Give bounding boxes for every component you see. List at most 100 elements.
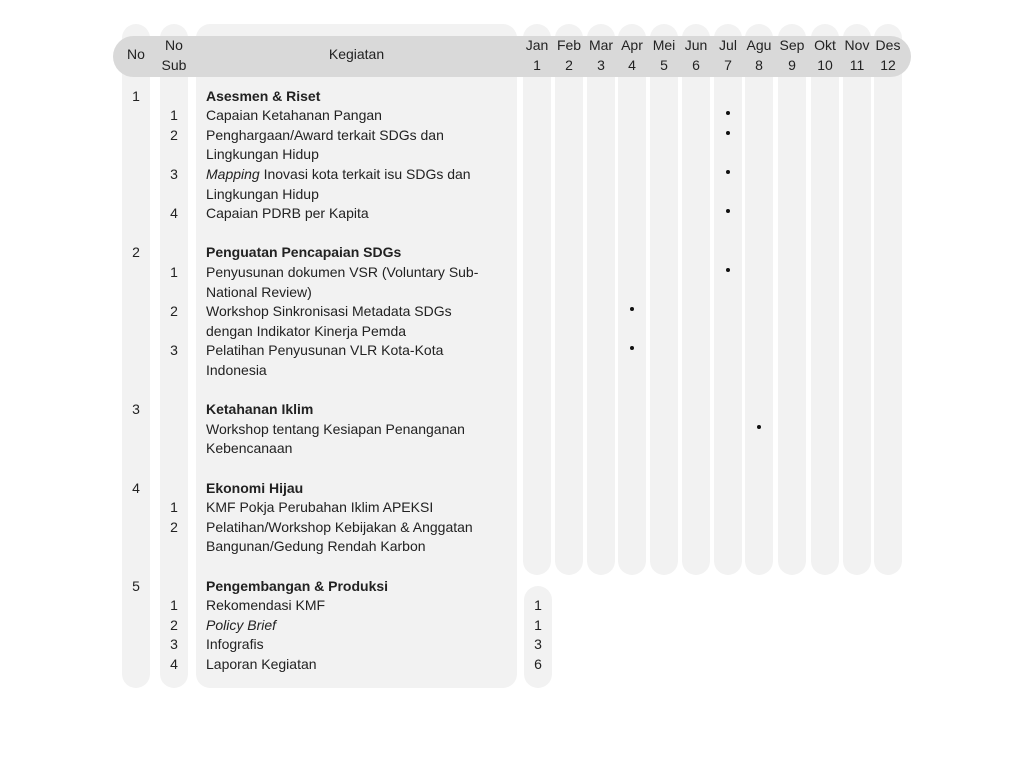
activity-text: Pelatihan/Workshop Kebijakan & Anggatan <box>206 518 473 538</box>
month-number: 6 <box>692 57 700 73</box>
table-row: 1 KMF Pokja Perubahan Iklim APEKSI <box>0 498 1024 518</box>
sub-number: 2 <box>170 616 178 633</box>
table-header <box>113 36 911 77</box>
section-number: 2 <box>132 244 140 261</box>
column-month-12 <box>874 24 902 575</box>
month-number: 12 <box>880 57 896 73</box>
table-row: 3 3 Infografis <box>0 635 1024 655</box>
column-month-8 <box>745 24 773 575</box>
activity-plain-text: Kebencanaan <box>206 440 293 457</box>
month-number: 4 <box>628 57 636 73</box>
activity-plain-text: Pelatihan Penyusunan VLR Kota-Kota <box>206 342 444 359</box>
table-row: 4 Capaian PDRB per Kapita <box>0 204 1024 224</box>
activity-text: Bangunan/Gedung Rendah Karbon <box>206 537 426 557</box>
activity-text: Penyusunan dokumen VSR (Voluntary Sub- <box>206 263 478 283</box>
header-no: No <box>127 46 145 62</box>
sub-number: 1 <box>170 263 178 280</box>
section-number: 3 <box>132 401 140 418</box>
activity-text: Workshop tentang Kesiapan Penanganan <box>206 420 465 440</box>
activity-text: Penghargaan/Award terkait SDGs dan <box>206 126 444 146</box>
table-row: 2 1 Policy Brief <box>0 616 1024 636</box>
activity-text: Capaian Ketahanan Pangan <box>206 106 382 126</box>
activity-plain-text: Inovasi kota terkait isu SDGs dan <box>259 165 471 182</box>
month-name: Mar <box>588 37 614 53</box>
month-name: Okt <box>814 37 836 53</box>
jan-output-count: 1 <box>534 597 542 614</box>
table-row: Kebencanaan <box>0 439 1024 459</box>
table-row: National Review) <box>0 283 1024 303</box>
section-title: Pengembangan & Produksi <box>206 577 389 594</box>
table-row: Lingkungan Hidup <box>0 185 1024 205</box>
month-number: 5 <box>660 57 668 73</box>
table-row: Bangunan/Gedung Rendah Karbon <box>0 537 1024 557</box>
schedule-dot-icon <box>630 307 634 312</box>
header-month: Sep 9 <box>774 35 810 75</box>
section-header-row: 1 Asesmen & Riset <box>0 87 1024 107</box>
column-no <box>122 24 150 688</box>
section-number: 5 <box>132 577 140 594</box>
month-name: Agu <box>746 37 772 53</box>
activity-plain-text: Workshop Sinkronisasi Metadata SDGs <box>206 303 452 320</box>
month-number: 10 <box>817 57 833 73</box>
month-name: Mei <box>652 37 676 53</box>
table-row: dengan Indikator Kinerja Pemda <box>0 322 1024 342</box>
activity-text: Capaian PDRB per Kapita <box>206 204 369 224</box>
table-row: Lingkungan Hidup <box>0 145 1024 165</box>
section-title: Ketahanan Iklim <box>206 401 314 418</box>
schedule-dot-icon <box>757 424 761 429</box>
jan-output-count: 3 <box>534 636 542 653</box>
month-name: Jun <box>684 37 708 53</box>
column-month-5 <box>650 24 678 575</box>
activity-text: Rekomendasi KMF <box>206 596 325 616</box>
month-name: Des <box>875 37 901 53</box>
column-month-7 <box>714 24 742 575</box>
section-title: Asesmen & Riset <box>206 87 321 104</box>
schedule-dot-icon <box>726 130 730 135</box>
table-row: 2 Penghargaan/Award terkait SDGs dan <box>0 126 1024 146</box>
activity-text: Mapping Inovasi kota terkait isu SDGs da… <box>206 165 471 185</box>
activity-plain-text: Penyusunan dokumen VSR (Voluntary Sub- <box>206 263 479 280</box>
activity-text: Pelatihan Penyusunan VLR Kota-Kota <box>206 341 443 361</box>
table-row: 4 6 Laporan Kegiatan <box>0 655 1024 675</box>
header-month: Jun 6 <box>678 35 714 75</box>
sub-number: 3 <box>170 636 178 653</box>
column-month-2 <box>555 24 583 575</box>
column-month-4 <box>618 24 646 575</box>
table-row: 1 1 Rekomendasi KMF <box>0 596 1024 616</box>
activity-plain-text: Laporan Kegiatan <box>206 655 317 672</box>
table-row: 1 Penyusunan dokumen VSR (Voluntary Sub- <box>0 263 1024 283</box>
column-month-11 <box>843 24 871 575</box>
header-no-sub-line1: No <box>165 37 183 53</box>
sub-number: 2 <box>170 518 178 535</box>
month-number: 7 <box>724 57 732 73</box>
activity-text: KMF Pokja Perubahan Iklim APEKSI <box>206 498 433 518</box>
header-month: Agu 8 <box>741 35 777 75</box>
schedule-dot-icon <box>726 169 730 174</box>
header-month: Nov 11 <box>839 35 875 75</box>
sub-number: 2 <box>170 126 178 143</box>
sub-number: 1 <box>170 597 178 614</box>
header-month: Mar 3 <box>583 35 619 75</box>
activity-plain-text: Indonesia <box>206 361 267 378</box>
activity-text: Workshop Sinkronisasi Metadata SDGs <box>206 302 452 322</box>
activity-text: Policy Brief <box>206 616 276 636</box>
table-row: Workshop tentang Kesiapan Penanganan <box>0 420 1024 440</box>
activity-plain-text: Rekomendasi KMF <box>206 597 326 614</box>
activity-text: Infografis <box>206 635 264 655</box>
activity-text: dengan Indikator Kinerja Pemda <box>206 322 406 342</box>
sub-number: 1 <box>170 107 178 124</box>
month-number: 8 <box>755 57 763 73</box>
month-number: 11 <box>849 57 865 73</box>
month-name: Jan <box>525 37 549 53</box>
table-row: Indonesia <box>0 361 1024 381</box>
schedule-dot-icon <box>726 267 730 272</box>
activity-text: Laporan Kegiatan <box>206 655 317 675</box>
sub-number: 4 <box>170 655 178 672</box>
schedule-dot-icon <box>630 346 634 351</box>
table-row: 3 Pelatihan Penyusunan VLR Kota-Kota <box>0 341 1024 361</box>
activity-plain-text: dengan Indikator Kinerja Pemda <box>206 322 407 339</box>
header-month: Des 12 <box>870 35 906 75</box>
column-month-9 <box>778 24 806 575</box>
header-no-sub: No Sub <box>155 35 193 75</box>
